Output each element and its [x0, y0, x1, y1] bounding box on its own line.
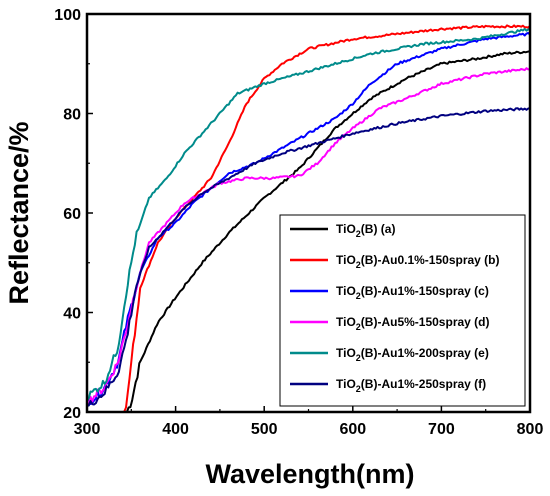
legend-label: TiO2(B)-Au1%-200spray (e) [336, 346, 489, 363]
y-tick-label: 80 [63, 107, 81, 124]
y-tick-label: 60 [63, 206, 81, 223]
legend-label: TiO2(B)-Au0.1%-150spray (b) [336, 253, 500, 270]
legend-box [279, 214, 526, 407]
x-tick-label: 600 [339, 421, 366, 438]
x-tick-label: 300 [74, 421, 101, 438]
y-axis-title: Reflectance/% [4, 121, 34, 304]
x-axis-title: Wavelength(nm) [206, 459, 415, 489]
legend-label: TiO2(B)-Au1%-250spray (f) [336, 377, 486, 394]
series-line-4 [86, 67, 531, 406]
x-tick-label: 400 [162, 421, 189, 438]
legend-label: TiO2(B)-Au5%-150spray (d) [336, 315, 490, 332]
legend-label: TiO2(B) (a) [336, 222, 395, 239]
x-tick-label: 500 [251, 421, 278, 438]
axis-ticks [86, 13, 531, 413]
tick-labels: 300 400 500 600 700 800 20 40 60 80 100 [54, 7, 543, 438]
y-tick-label: 20 [63, 405, 81, 422]
series-line-2 [122, 24, 531, 413]
x-tick-label: 700 [428, 421, 455, 438]
y-tick-label: 100 [54, 7, 81, 24]
y-tick-label: 40 [63, 306, 81, 323]
legend-label: TiO2(B)-Au1%-150spray (c) [336, 284, 489, 301]
x-tick-label: 800 [517, 421, 544, 438]
series-line-6 [86, 107, 531, 407]
plot-lines [86, 24, 531, 413]
series-line-5 [86, 27, 531, 402]
legend: TiO2(B) (a) TiO2(B)-Au0.1%-150spray (b) Ti… [279, 214, 526, 407]
series-line-1 [125, 50, 530, 413]
